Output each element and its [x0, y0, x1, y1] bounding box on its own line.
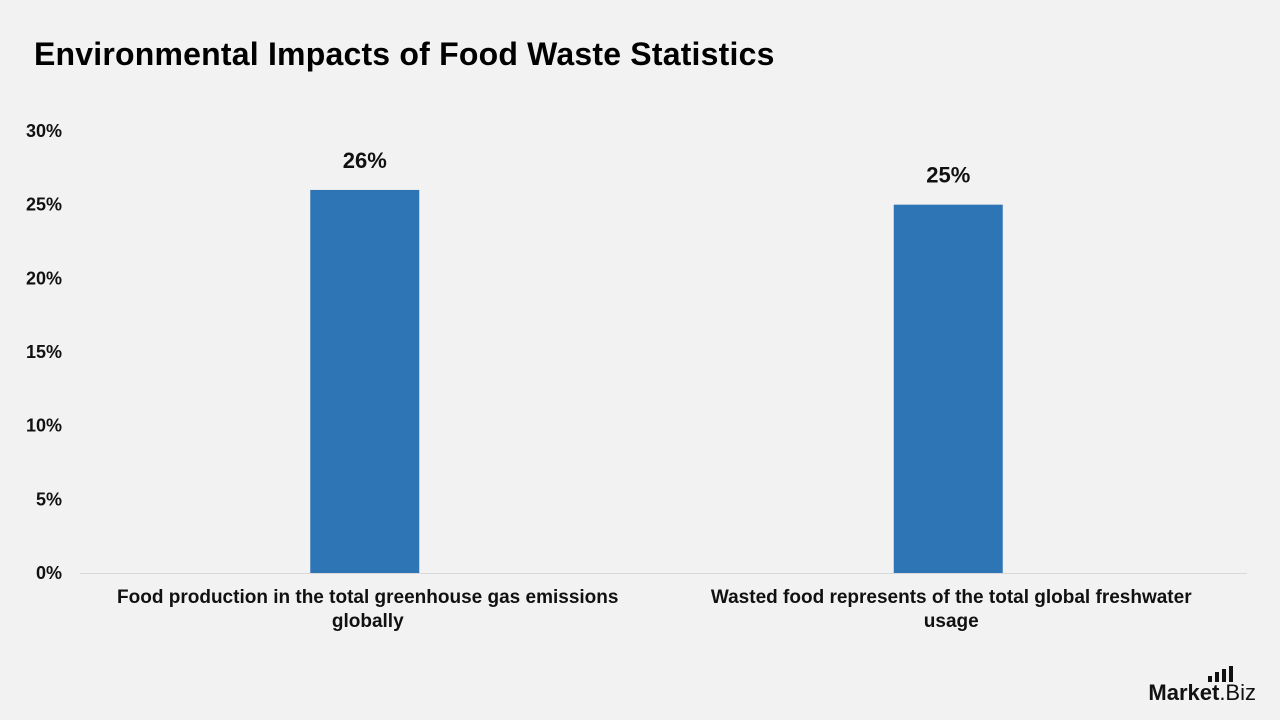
x-category-label: Food production in the total greenhouse …: [117, 587, 618, 608]
data-label: 25%: [926, 163, 970, 188]
x-category-label: usage: [924, 611, 979, 632]
bar: [310, 189, 420, 573]
brand-name-main: Market: [1148, 680, 1220, 705]
y-tick-label: 5%: [36, 489, 62, 509]
y-tick-label: 30%: [26, 121, 62, 141]
y-tick-label: 25%: [26, 195, 62, 215]
brand-name-suffix: .Biz: [1219, 680, 1256, 705]
data-label: 26%: [343, 148, 387, 173]
y-tick-label: 20%: [26, 268, 62, 288]
y-tick-label: 0%: [36, 563, 62, 583]
brand-logo: Market .Biz: [1148, 666, 1256, 705]
y-tick-label: 15%: [26, 342, 62, 362]
x-category-label: globally: [332, 611, 404, 632]
y-tick-label: 10%: [26, 416, 62, 436]
bar-chart-icon: [1208, 666, 1233, 682]
x-category-label: Wasted food represents of the total glob…: [711, 587, 1192, 608]
chart-title: Environmental Impacts of Food Waste Stat…: [34, 36, 775, 72]
bar: [893, 204, 1003, 573]
